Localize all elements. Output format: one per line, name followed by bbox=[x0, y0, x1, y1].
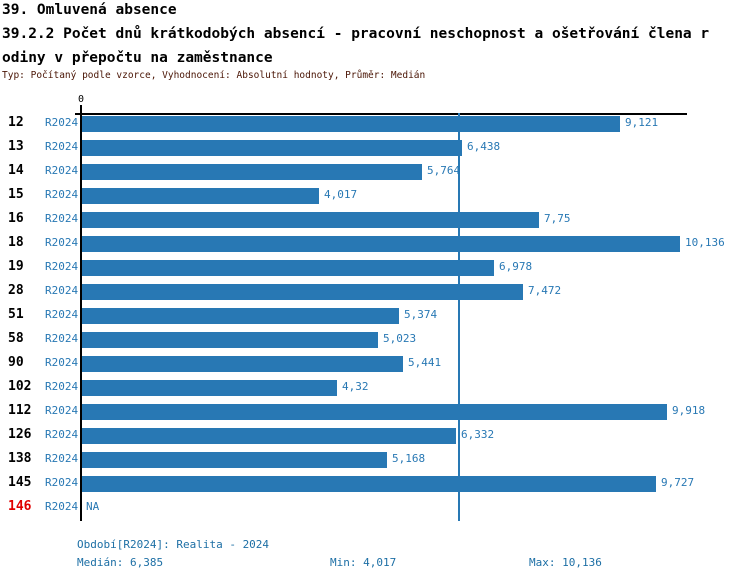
row-period-label: R2024 bbox=[45, 380, 79, 393]
footer-period-info: Období[R2024]: Realita - 2024 bbox=[77, 538, 270, 551]
median-reference-line bbox=[458, 113, 460, 521]
row-id-label: 19 bbox=[8, 259, 24, 274]
bar-value-label: 9,727 bbox=[661, 476, 695, 489]
bar-value-label: 4,017 bbox=[324, 188, 358, 201]
row-period-label: R2024 bbox=[45, 452, 79, 465]
bar-value-label: 5,168 bbox=[392, 452, 426, 465]
bar bbox=[82, 116, 620, 132]
row-period-label: R2024 bbox=[45, 188, 79, 201]
row-period-label: R2024 bbox=[45, 356, 79, 369]
row-period-label: R2024 bbox=[45, 332, 79, 345]
bar bbox=[82, 140, 462, 156]
footer-max: Max: 10,136 bbox=[529, 556, 602, 569]
bar-value-label: 9,918 bbox=[672, 404, 706, 417]
row-period-label: R2024 bbox=[45, 212, 79, 225]
bar-na-label: NA bbox=[86, 500, 100, 513]
chart-subtitle-line2: odiny v přepočtu na zaměstnance bbox=[2, 50, 273, 66]
row-period-label: R2024 bbox=[45, 476, 79, 489]
row-id-label: 13 bbox=[8, 139, 24, 154]
footer-min: Min: 4,017 bbox=[330, 556, 397, 569]
bar-value-label: 5,764 bbox=[427, 164, 461, 177]
row-id-label: 12 bbox=[8, 115, 24, 130]
row-period-label: R2024 bbox=[45, 140, 79, 153]
row-period-label: R2024 bbox=[45, 404, 79, 417]
row-id-label: 15 bbox=[8, 187, 24, 202]
row-id-label: 146 bbox=[8, 499, 32, 514]
bar-value-label: 7,472 bbox=[528, 284, 562, 297]
bar-value-label: 5,023 bbox=[383, 332, 417, 345]
bar-value-label: 10,136 bbox=[685, 236, 725, 249]
bar-value-label: 5,441 bbox=[408, 356, 442, 369]
row-id-label: 14 bbox=[8, 163, 24, 178]
row-period-label: R2024 bbox=[45, 236, 79, 249]
bar-value-label: 6,332 bbox=[461, 428, 495, 441]
bar bbox=[82, 284, 523, 300]
row-id-label: 112 bbox=[8, 403, 32, 418]
page-title: 39. Omluvená absence bbox=[2, 2, 177, 18]
row-period-label: R2024 bbox=[45, 260, 79, 273]
row-period-label: R2024 bbox=[45, 428, 79, 441]
bar bbox=[82, 164, 422, 180]
bar-value-label: 9,121 bbox=[625, 116, 659, 129]
row-id-label: 16 bbox=[8, 211, 24, 226]
bar bbox=[82, 356, 403, 372]
row-period-label: R2024 bbox=[45, 164, 79, 177]
row-period-label: R2024 bbox=[45, 284, 79, 297]
footer-median: Medián: 6,385 bbox=[77, 556, 164, 569]
row-id-label: 126 bbox=[8, 427, 32, 442]
row-id-label: 138 bbox=[8, 451, 32, 466]
row-id-label: 102 bbox=[8, 379, 32, 394]
row-id-label: 18 bbox=[8, 235, 24, 250]
row-period-label: R2024 bbox=[45, 308, 79, 321]
bar-value-label: 6,438 bbox=[467, 140, 501, 153]
bar bbox=[82, 332, 378, 348]
bar bbox=[82, 308, 399, 324]
bar bbox=[82, 260, 494, 276]
bar-value-label: 4,32 bbox=[342, 380, 369, 393]
bar bbox=[82, 428, 456, 444]
row-id-label: 51 bbox=[8, 307, 24, 322]
bar bbox=[82, 212, 539, 228]
bar bbox=[82, 380, 337, 396]
row-period-label: R2024 bbox=[45, 500, 79, 513]
chart-meta-info: Typ: Počítaný podle vzorce, Vyhodnocení:… bbox=[2, 70, 426, 81]
chart-subtitle-line1: 39.2.2 Počet dnů krátkodobých absencí - … bbox=[2, 26, 710, 42]
bar bbox=[82, 452, 387, 468]
bar bbox=[82, 188, 319, 204]
bar-value-label: 5,374 bbox=[404, 308, 438, 321]
bar bbox=[82, 404, 667, 420]
x-axis-line bbox=[75, 113, 687, 115]
row-id-label: 145 bbox=[8, 475, 32, 490]
row-id-label: 28 bbox=[8, 283, 24, 298]
row-period-label: R2024 bbox=[45, 116, 79, 129]
x-axis-zero-label: 0 bbox=[77, 94, 85, 105]
bar bbox=[82, 476, 656, 492]
row-id-label: 90 bbox=[8, 355, 24, 370]
bar-value-label: 6,978 bbox=[499, 260, 533, 273]
row-id-label: 58 bbox=[8, 331, 24, 346]
bar-value-label: 7,75 bbox=[544, 212, 571, 225]
y-axis-line bbox=[80, 105, 82, 521]
bar bbox=[82, 236, 680, 252]
